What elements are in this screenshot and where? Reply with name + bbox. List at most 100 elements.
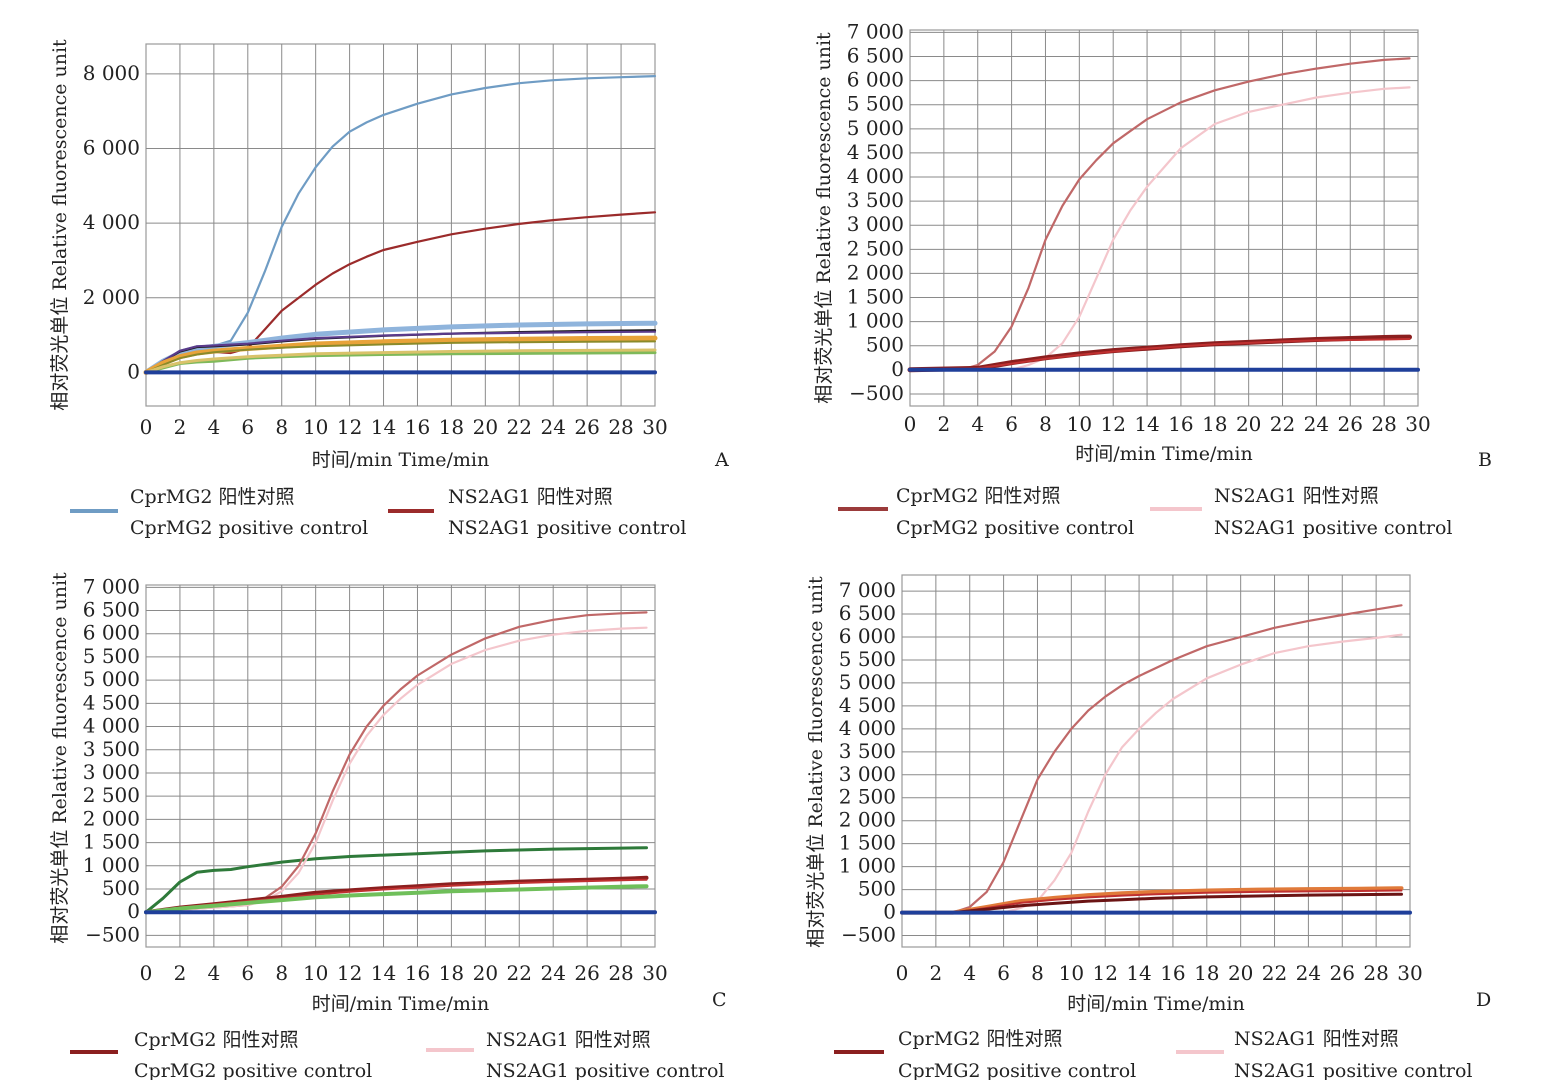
y-tick-label: 6 000 (83, 621, 140, 645)
y-tick-label: 5 500 (839, 647, 896, 671)
x-tick-label: 14 (1134, 412, 1159, 436)
x-tick-label: 22 (1270, 412, 1295, 436)
x-axis-label: 时间/min Time/min (312, 449, 490, 471)
y-tick-label: 4 000 (83, 714, 140, 738)
legend-label-cn: NS2AG1 阳性对照 (1214, 485, 1379, 507)
x-tick-label: 22 (507, 961, 532, 985)
panel-letter: D (1476, 989, 1491, 1011)
series-line-A-2 (143, 320, 658, 375)
x-tick-label: 12 (337, 415, 362, 439)
y-tick-label: 7 000 (847, 19, 904, 43)
panel-letter: C (712, 989, 727, 1011)
legend-label-cn: CprMG2 阳性对照 (134, 1029, 299, 1051)
y-tick-label: 8 000 (83, 61, 140, 85)
x-tick-label: 28 (608, 415, 633, 439)
x-tick-label: 10 (1067, 412, 1092, 436)
y-tick-label: 5 000 (847, 116, 904, 140)
series-line-A-6 (145, 340, 656, 374)
y-tick-label: 6 000 (847, 68, 904, 92)
y-tick-label: 5 000 (839, 670, 896, 694)
x-tick-label: 12 (1092, 961, 1117, 985)
x-tick-label: 20 (1228, 961, 1253, 985)
y-tick-label: 1 000 (847, 309, 904, 333)
y-tick-label: 3 500 (839, 739, 896, 763)
y-tick-label: 3 000 (83, 760, 140, 784)
y-tick-label: 6 500 (847, 44, 904, 68)
y-tick-label: 0 (883, 900, 896, 924)
x-tick-label: 26 (574, 961, 599, 985)
x-tick-label: 8 (275, 415, 288, 439)
series-line-A-5 (143, 335, 658, 375)
y-tick-label: 6 000 (83, 135, 140, 159)
x-tick-label: 0 (140, 415, 153, 439)
y-axis-label: 相对荧光单位 Relative fluorescence unit (813, 32, 835, 404)
y-tick-label: 4 000 (839, 716, 896, 740)
y-tick-label: 2 000 (847, 260, 904, 284)
y-tick-label: 4 500 (83, 690, 140, 714)
x-tick-label: 4 (971, 412, 984, 436)
y-axis-label: 相对荧光单位 Relative fluorescence unit (805, 576, 827, 948)
x-tick-label: 18 (439, 961, 464, 985)
y-tick-label: 3 000 (847, 212, 904, 236)
x-tick-label: 16 (1168, 412, 1193, 436)
series-line-D-4 (900, 892, 1403, 915)
y-tick-label: 1 000 (839, 854, 896, 878)
legend-label-cn: CprMG2 阳性对照 (130, 486, 295, 508)
x-axis-label: 时间/min Time/min (312, 993, 490, 1015)
x-tick-label: 30 (642, 961, 667, 985)
series-line-D-0 (900, 604, 1403, 914)
x-tick-label: 18 (1202, 412, 1227, 436)
x-tick-label: 2 (174, 415, 187, 439)
y-tick-label: 5 500 (83, 644, 140, 668)
y-tick-label: 2 000 (839, 808, 896, 832)
y-axis-label: 相对荧光单位 Relative fluorescence unit (49, 572, 71, 944)
x-tick-label: 22 (1262, 961, 1287, 985)
y-tick-label: 5 000 (83, 667, 140, 691)
x-tick-label: 26 (574, 415, 599, 439)
x-tick-label: 16 (405, 961, 430, 985)
y-tick-label: 0 (127, 899, 140, 923)
x-tick-label: 24 (1296, 961, 1321, 985)
y-tick-label: 2 500 (847, 236, 904, 260)
series-line-B-3 (909, 338, 1411, 371)
y-tick-label: 1 500 (847, 285, 904, 309)
y-tick-label: 0 (127, 359, 140, 383)
y-tick-label: 7 000 (83, 574, 140, 598)
series-line-C-5 (144, 884, 649, 915)
plot-frame (909, 29, 1419, 407)
x-tick-label: 14 (371, 415, 396, 439)
x-tick-label: 12 (337, 961, 362, 985)
y-tick-label: 3 500 (847, 188, 904, 212)
series-line-A-4 (144, 330, 657, 374)
x-tick-label: 0 (140, 961, 153, 985)
y-tick-label: 2 500 (83, 783, 140, 807)
legend-label-en: NS2AG1 positive control (486, 1060, 724, 1080)
x-tick-label: 2 (929, 961, 942, 985)
x-tick-label: 14 (1126, 961, 1151, 985)
y-tick-label: −500 (85, 922, 140, 946)
y-tick-label: 2 000 (83, 285, 140, 309)
x-tick-label: 8 (1039, 412, 1052, 436)
x-tick-label: 20 (1236, 412, 1261, 436)
x-tick-label: 30 (1397, 961, 1422, 985)
y-tick-label: 3 000 (839, 762, 896, 786)
x-tick-label: 22 (507, 415, 532, 439)
x-tick-label: 24 (540, 961, 565, 985)
x-tick-label: 0 (904, 412, 917, 436)
x-tick-label: 2 (174, 961, 187, 985)
panel-letter: B (1478, 449, 1492, 471)
legend-label-en: CprMG2 positive control (896, 517, 1134, 539)
x-tick-label: 4 (207, 961, 220, 985)
legend-label-en: NS2AG1 positive control (1214, 517, 1452, 539)
y-tick-label: 4 500 (847, 140, 904, 164)
legend-label-en: CprMG2 positive control (898, 1060, 1136, 1080)
x-tick-label: 8 (1031, 961, 1044, 985)
x-tick-label: 6 (241, 415, 254, 439)
x-tick-label: 20 (473, 415, 498, 439)
y-tick-label: 4 000 (83, 210, 140, 234)
series-line-C-1 (144, 611, 648, 914)
x-tick-label: 12 (1100, 412, 1125, 436)
x-tick-label: 4 (207, 415, 220, 439)
